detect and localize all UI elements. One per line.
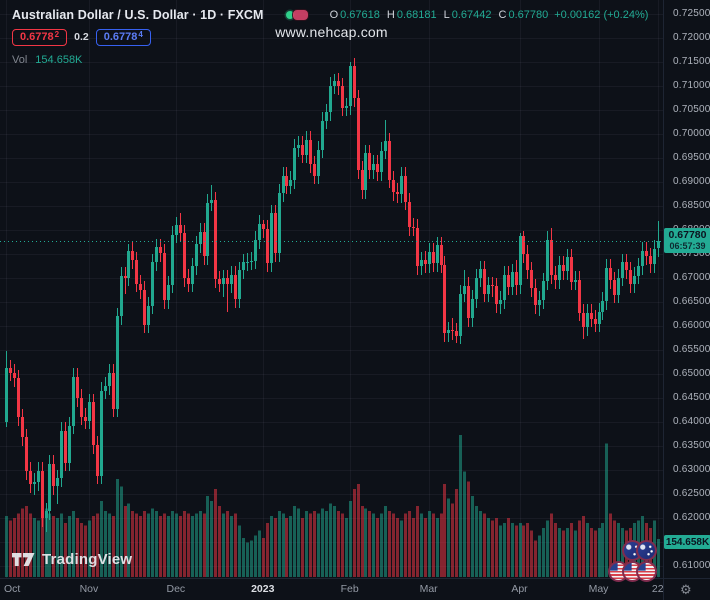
ohlc-readout: O 0.67618 H 0.68181 L 0.67442 C 0.67780 +0.0… [323,9,649,21]
price-tick-label: 0.63500 [673,440,710,451]
price-tick-label: 0.71000 [673,80,710,91]
low-label: L [443,9,450,21]
spread-value: 0.2 [74,31,89,43]
open-value: 0.67618 [340,9,380,21]
price-tick-label: 0.72000 [673,32,710,43]
time-tick-label: Oct [4,583,21,595]
scales-corner: ⚙ [663,578,710,600]
price-tick-label: 0.64500 [673,392,710,403]
time-tick-label: Feb [340,583,359,595]
time-tick-label: Apr [511,583,528,595]
close-label: C [498,9,507,21]
volume-label: Vol [12,54,28,66]
time-tick-label: 2023 [251,583,275,595]
high-value: 0.68181 [396,9,437,21]
time-tick-label: May [588,583,609,595]
ask-price: 0.6778 [103,30,138,43]
price-tick-label: 0.69500 [673,152,710,163]
price-tick-label: 0.64000 [673,416,710,427]
time-scale[interactable]: Oct Nov Dec 2023 Feb Mar Apr May 22 [0,578,664,600]
price-tick-label: 0.61000 [673,560,710,571]
chart-legend: Australian Dollar / U.S. Dollar · 1D · F… [12,6,648,69]
red-pill-icon [291,9,309,21]
bid-pip: 2 [54,29,60,39]
bid-button[interactable]: 0.6778 2 [12,28,68,46]
price-tick-label: 0.66500 [673,296,710,307]
current-price-label: 0.67780 06:57:39 [664,227,710,253]
usa-flag-icon [636,561,657,582]
price-tick-label: 0.71500 [673,56,710,67]
price-tick-label: 0.69000 [673,176,710,187]
candlestick-chart[interactable] [0,0,663,578]
tradingview-logo[interactable]: TradingView [12,551,132,568]
current-price-value: 0.67780 [668,228,707,241]
change-value: +0.00162 (+0.24%) [554,9,649,21]
tradingview-wordmark: TradingView [42,551,133,568]
time-tick-label: Mar [419,583,438,595]
price-tick-label: 0.65500 [673,344,710,355]
price-tick-label: 0.66000 [673,320,710,331]
bar-countdown: 06:57:39 [669,240,706,251]
chart-pane[interactable]: www.nehcap.com Australian Dollar / U.S. … [0,0,663,582]
price-tick-label: 0.70500 [673,104,710,115]
price-tick-label: 0.72500 [673,8,710,19]
time-tick-label: Nov [79,583,99,595]
settings-gear-icon[interactable]: ⚙ [680,582,692,597]
high-label: H [386,9,395,21]
green-dot-icon [285,11,294,19]
price-tick-label: 0.67000 [673,272,710,283]
low-value: 0.67442 [451,9,492,21]
price-tick-label: 0.62500 [673,488,710,499]
pair-flags [608,540,657,582]
volume-axis-label: 154.658K [664,535,710,549]
watermark: www.nehcap.com [275,24,388,40]
time-tick-label: Dec [166,583,186,595]
bid-price: 0.6778 [20,30,54,43]
market-status-toggle-icon[interactable] [285,9,309,21]
price-tick-label: 0.63000 [673,464,710,475]
australia-flag-icon [636,540,657,561]
volume-value: 154.658K [35,54,83,66]
time-tick-label: 22 [651,583,664,595]
price-tick-label: 0.70000 [673,128,710,139]
price-tick-label: 0.67500 [673,248,710,259]
price-scale[interactable]: 0.610000.615000.620000.625000.630000.635… [663,0,710,578]
tradingview-mark-icon [12,552,35,566]
price-tick-label: 0.68500 [673,200,710,211]
close-value: 0.67780 [508,9,549,21]
ask-pip: 4 [138,29,143,39]
symbol-title[interactable]: Australian Dollar / U.S. Dollar · 1D · F… [12,8,264,22]
open-label: O [329,9,339,21]
price-tick-label: 0.62000 [673,512,710,523]
ask-button[interactable]: 0.6778 4 [95,28,151,46]
price-tick-label: 0.65000 [673,368,710,379]
volume-readout: Vol 154.658K [12,51,648,69]
